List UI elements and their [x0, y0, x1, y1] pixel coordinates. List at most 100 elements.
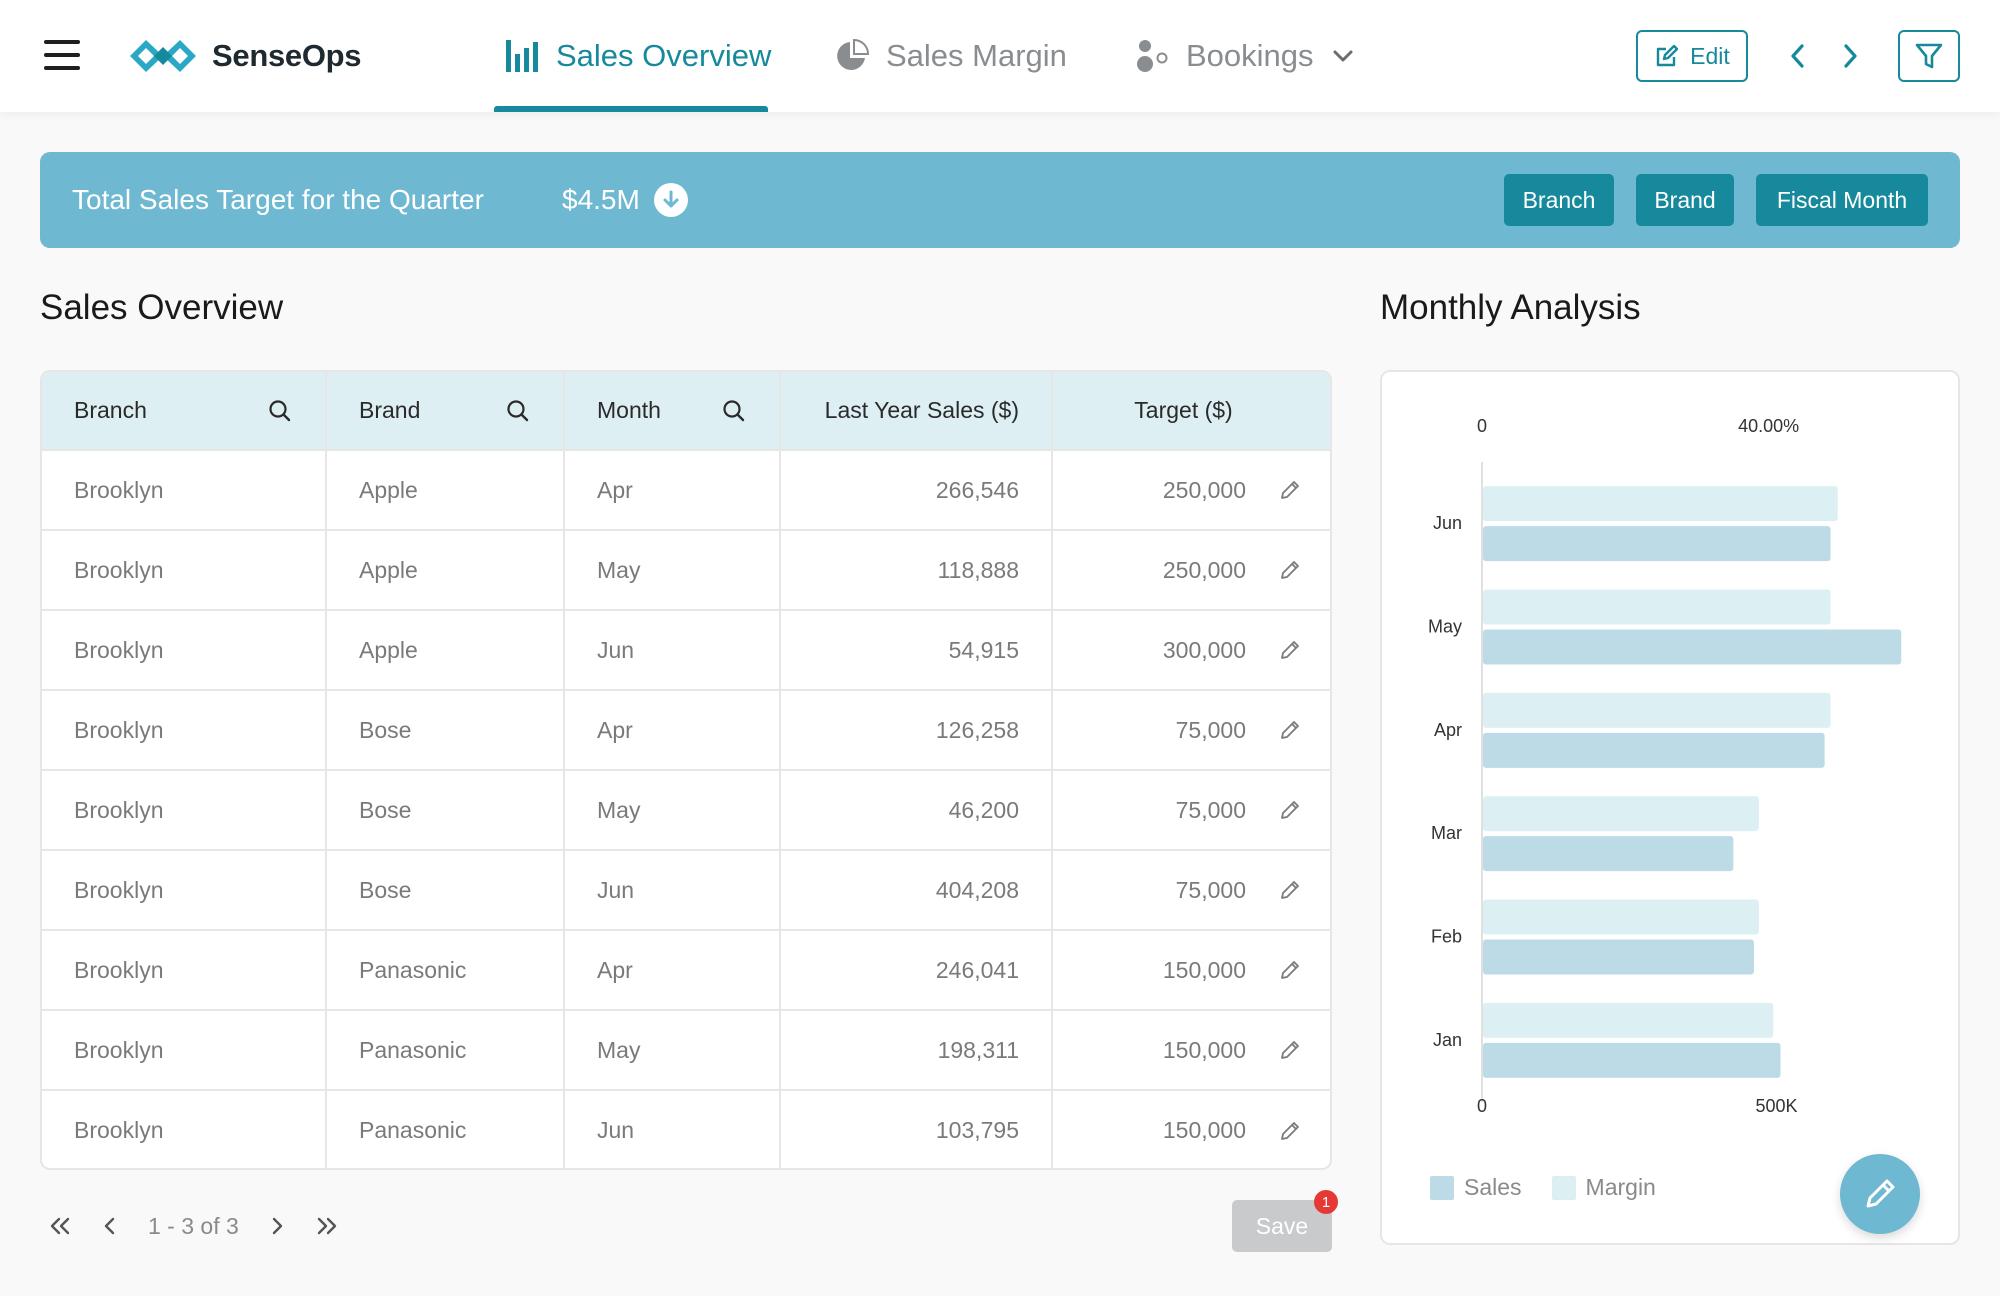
pencil-icon[interactable]	[1278, 558, 1302, 582]
column-header-brand[interactable]: Brand	[326, 372, 565, 450]
column-label: Last Year Sales ($)	[824, 397, 1019, 423]
tab-sales-margin[interactable]: Sales Margin	[834, 0, 1067, 112]
table-row[interactable]: Brooklyn Panasonic Jun 103,795 150,000	[42, 1090, 1330, 1168]
margin-bar[interactable]	[1483, 486, 1838, 522]
top-axis-tick-label: 0	[1477, 416, 1487, 436]
table-row[interactable]: Brooklyn Bose Jun 404,208 75,000	[42, 850, 1330, 930]
cell-branch: Brooklyn	[42, 850, 327, 930]
pencil-icon[interactable]	[1278, 478, 1302, 502]
target-value: 300,000	[1162, 636, 1246, 663]
tab-label: Sales Margin	[886, 38, 1067, 73]
table-row[interactable]: Brooklyn Bose Apr 126,258 75,000	[42, 690, 1330, 770]
double-chevron-left-icon	[47, 1214, 73, 1238]
category-label: Jan	[1433, 1030, 1462, 1050]
cell-branch: Brooklyn	[42, 690, 327, 770]
arrow-down-circle-icon[interactable]	[653, 183, 688, 217]
target-value: 150,000	[1162, 1117, 1246, 1143]
category-label: May	[1428, 617, 1462, 637]
margin-bar[interactable]	[1483, 589, 1831, 625]
chevron-left-icon	[1785, 41, 1811, 71]
margin-bar[interactable]	[1483, 899, 1759, 935]
sales-bar[interactable]	[1483, 629, 1902, 665]
cell-target[interactable]: 150,000	[1052, 1090, 1330, 1168]
app-logo[interactable]: SenseOps	[126, 30, 362, 82]
cell-brand: Panasonic	[326, 930, 565, 1010]
tab-bookings[interactable]: Bookings	[1134, 0, 1356, 112]
cell-last-year-sales: 198,311	[780, 1010, 1053, 1090]
bottom-axis-tick-label: 0	[1477, 1096, 1487, 1116]
app-name: SenseOps	[212, 38, 362, 73]
next-page-button[interactable]	[257, 1206, 297, 1246]
last-page-button[interactable]	[307, 1206, 347, 1246]
category-label: Mar	[1431, 823, 1462, 843]
table-row[interactable]: Brooklyn Panasonic May 198,311 150,000	[42, 1010, 1330, 1090]
sales-bar[interactable]	[1483, 1042, 1781, 1078]
cell-branch: Brooklyn	[42, 770, 327, 850]
cell-month: Apr	[564, 930, 781, 1010]
search-icon[interactable]	[267, 398, 293, 424]
column-header-target[interactable]: Target ($)	[1052, 372, 1330, 450]
pencil-icon[interactable]	[1278, 1119, 1302, 1143]
table-row[interactable]: Brooklyn Bose May 46,200 75,000	[42, 770, 1330, 850]
pencil-icon[interactable]	[1278, 958, 1302, 982]
legend-label-margin: Margin	[1585, 1174, 1656, 1200]
previous-page-button[interactable]	[90, 1206, 130, 1246]
sales-bar[interactable]	[1483, 939, 1754, 975]
chart-legend: Sales Margin	[1430, 1174, 1656, 1201]
edit-fab-button[interactable]	[1840, 1154, 1920, 1234]
menu-icon[interactable]	[44, 40, 80, 70]
cell-target[interactable]: 75,000	[1052, 690, 1330, 770]
next-sheet-button[interactable]	[1832, 38, 1868, 74]
search-icon[interactable]	[505, 398, 531, 424]
previous-sheet-button[interactable]	[1780, 38, 1816, 74]
category-label: Apr	[1434, 720, 1462, 740]
chevron-down-icon[interactable]	[1330, 43, 1356, 69]
first-page-button[interactable]	[40, 1206, 80, 1246]
margin-bar[interactable]	[1483, 692, 1831, 728]
cell-target[interactable]: 250,000	[1052, 450, 1330, 530]
edit-button[interactable]: Edit	[1636, 30, 1748, 82]
legend-item-sales[interactable]: Sales	[1430, 1174, 1522, 1201]
column-header-last-year-sales[interactable]: Last Year Sales ($)	[780, 372, 1053, 450]
pencil-icon[interactable]	[1278, 718, 1302, 742]
cell-target[interactable]: 150,000	[1052, 1010, 1330, 1090]
sales-bar[interactable]	[1483, 526, 1831, 562]
table-row[interactable]: Brooklyn Apple May 118,888 250,000	[42, 530, 1330, 610]
pencil-icon[interactable]	[1278, 1038, 1302, 1062]
cell-branch: Brooklyn	[42, 610, 327, 690]
chevron-left-icon	[100, 1214, 120, 1238]
cell-target[interactable]: 75,000	[1052, 770, 1330, 850]
pencil-icon[interactable]	[1278, 798, 1302, 822]
sales-bar[interactable]	[1483, 732, 1825, 768]
cell-target[interactable]: 300,000	[1052, 610, 1330, 690]
filter-button[interactable]	[1898, 30, 1960, 82]
target-value: 250,000	[1162, 556, 1246, 583]
cell-target[interactable]: 75,000	[1052, 850, 1330, 930]
cell-brand: Bose	[326, 770, 565, 850]
column-header-month[interactable]: Month	[564, 372, 781, 450]
bottom-axis-tick-label: 500K	[1755, 1096, 1797, 1116]
margin-bar[interactable]	[1483, 1002, 1774, 1038]
target-value: 250,000	[1162, 476, 1246, 503]
margin-bar[interactable]	[1483, 796, 1759, 832]
branch-filter-chip[interactable]: Branch	[1504, 174, 1614, 226]
cell-last-year-sales: 118,888	[780, 530, 1053, 610]
cell-target[interactable]: 150,000	[1052, 930, 1330, 1010]
pencil-icon[interactable]	[1278, 878, 1302, 902]
cell-branch: Brooklyn	[42, 1090, 327, 1168]
pencil-icon[interactable]	[1278, 638, 1302, 662]
search-icon[interactable]	[721, 398, 747, 424]
sales-bar[interactable]	[1483, 836, 1734, 872]
legend-item-margin[interactable]: Margin	[1551, 1174, 1656, 1201]
brand-filter-chip[interactable]: Brand	[1636, 174, 1734, 226]
table-row[interactable]: Brooklyn Panasonic Apr 246,041 150,000	[42, 930, 1330, 1010]
column-label: Target ($)	[1134, 397, 1233, 423]
table-row[interactable]: Brooklyn Apple Apr 266,546 250,000	[42, 450, 1330, 530]
tab-sales-overview[interactable]: Sales Overview	[504, 0, 771, 112]
sales-overview-table: Branch Brand Month Last Year Sales ($)	[40, 370, 1332, 1170]
cell-target[interactable]: 250,000	[1052, 530, 1330, 610]
bar-chart-icon	[504, 38, 540, 74]
fiscal-month-filter-chip[interactable]: Fiscal Month	[1756, 174, 1928, 226]
table-row[interactable]: Brooklyn Apple Jun 54,915 300,000	[42, 610, 1330, 690]
column-header-branch[interactable]: Branch	[42, 372, 327, 450]
